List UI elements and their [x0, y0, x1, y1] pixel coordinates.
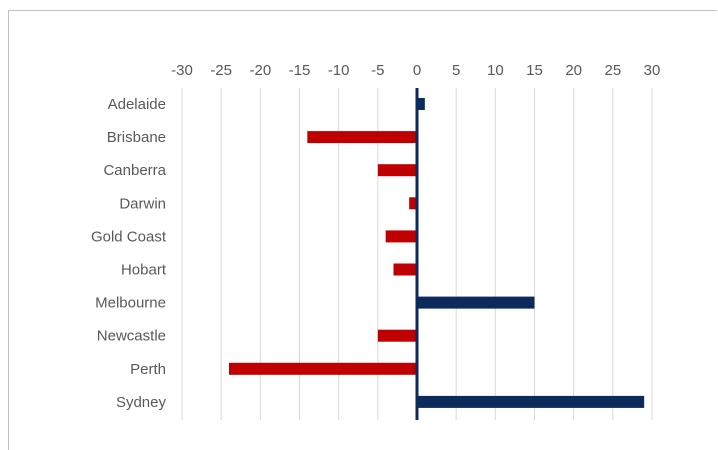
x-tick-label: -30	[171, 62, 193, 79]
bar-hobart	[393, 263, 417, 276]
category-label: Adelaide	[108, 96, 166, 113]
bar-brisbane	[307, 131, 417, 144]
x-tick-label: 10	[487, 62, 504, 79]
category-label: Newcastle	[97, 328, 166, 345]
x-tick-label: 20	[565, 62, 582, 79]
category-label: Perth	[130, 361, 166, 378]
chart-frame	[8, 10, 717, 450]
x-tick-label: -5	[371, 62, 384, 79]
category-label: Melbourne	[95, 295, 166, 312]
bar-newcastle	[377, 329, 417, 342]
bar-canberra	[377, 164, 417, 177]
x-tick-label: 0	[413, 62, 421, 79]
x-tick-label: -20	[249, 62, 271, 79]
bar-perth	[229, 362, 417, 375]
category-label: Canberra	[103, 162, 166, 179]
category-label: Darwin	[119, 195, 166, 212]
bar-gold-coast	[385, 230, 417, 243]
bar-adelaide	[417, 98, 425, 110]
bars	[229, 98, 645, 408]
x-tick-label: 30	[644, 62, 661, 79]
x-tick-label: 5	[452, 62, 460, 79]
bar-melbourne	[417, 296, 535, 309]
x-tick-label: -10	[328, 62, 350, 79]
bar-darwin	[409, 197, 417, 210]
category-label: Hobart	[121, 262, 167, 279]
x-tick-labels: -30 -25 -20 -15 -10 -5 0 5 10 15 20 25 30	[171, 62, 660, 79]
bar-sydney	[417, 395, 645, 408]
category-label: Gold Coast	[91, 228, 167, 245]
x-tick-label: -15	[289, 62, 311, 79]
category-labels: Adelaide Brisbane Canberra Darwin Gold Coast…	[91, 96, 167, 411]
category-label: Sydney	[116, 394, 167, 411]
category-label: Brisbane	[107, 129, 166, 146]
x-tick-label: 15	[526, 62, 543, 79]
x-tick-label: -25	[210, 62, 232, 79]
x-tick-label: 25	[604, 62, 621, 79]
